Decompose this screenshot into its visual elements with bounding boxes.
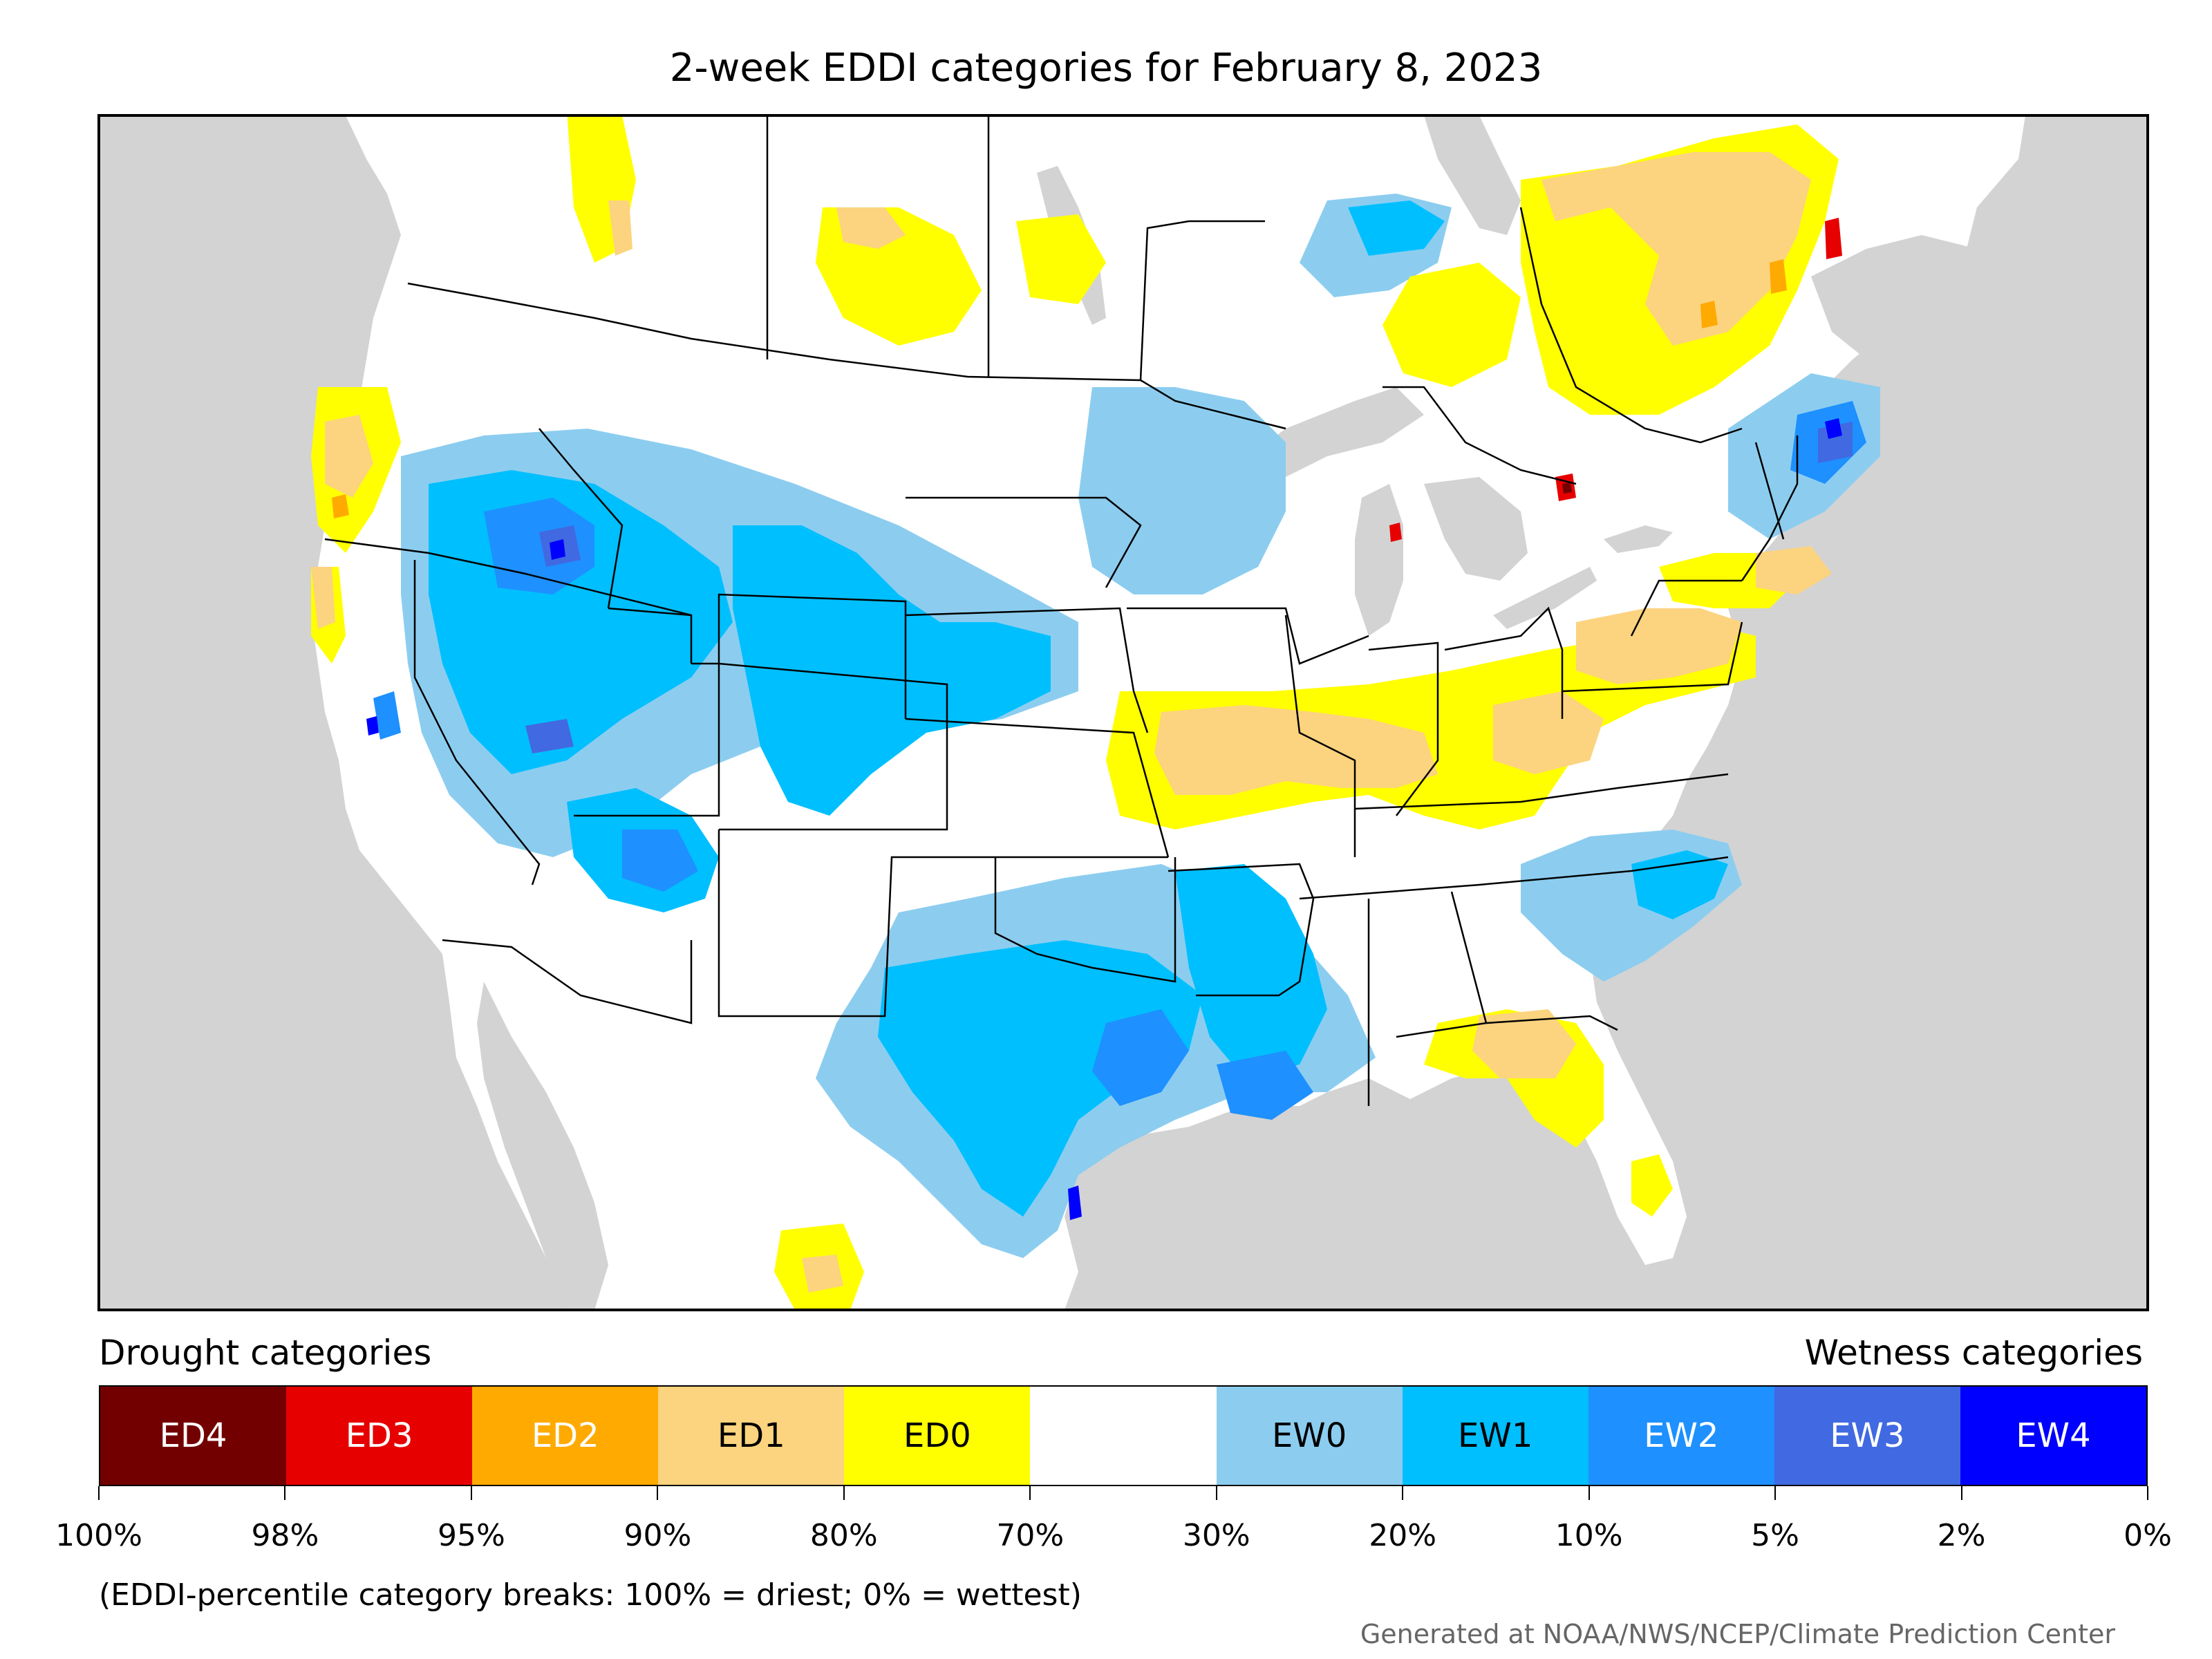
legend-tick bbox=[843, 1486, 845, 1500]
legend-break-label: 30% bbox=[1182, 1518, 1250, 1553]
lake-huron bbox=[1424, 477, 1528, 581]
ew2-patches bbox=[373, 401, 1866, 1120]
political-boundaries bbox=[324, 115, 1799, 1106]
legend-tick bbox=[2147, 1486, 2148, 1500]
category-legend: ED4 ED3 ED2 ED1 ED0 EW0 EW1 EW2 EW3 EW4 bbox=[99, 1385, 2148, 1486]
credit-line: Generated at NOAA/NWS/NCEP/Climate Predi… bbox=[1360, 1619, 2115, 1649]
legend-break-label: 20% bbox=[1369, 1518, 1437, 1553]
legend-break-label: 10% bbox=[1555, 1518, 1623, 1553]
lake-erie bbox=[1493, 567, 1597, 629]
legend-break-label: 90% bbox=[624, 1518, 692, 1553]
legend-tick bbox=[1774, 1486, 1777, 1500]
ed1-patches bbox=[311, 152, 1832, 1293]
legend-break-label: 2% bbox=[1937, 1518, 1986, 1553]
legend-swatch-ed4: ED4 bbox=[100, 1387, 287, 1485]
map-frame bbox=[97, 114, 2149, 1311]
legend-tick bbox=[1960, 1486, 1962, 1500]
legend-swatch-ed0: ED0 bbox=[844, 1387, 1031, 1485]
legend-tick bbox=[1029, 1486, 1031, 1500]
hudson-bay bbox=[1424, 115, 1521, 235]
legend-swatch-ew3: EW3 bbox=[1774, 1387, 1960, 1485]
ed2-patches bbox=[332, 259, 1787, 518]
legend-tick bbox=[284, 1486, 286, 1500]
legend-break-label: 80% bbox=[809, 1518, 878, 1553]
legend-swatch-ew0: EW0 bbox=[1216, 1387, 1403, 1485]
legend-swatch-ed3: ED3 bbox=[286, 1387, 473, 1485]
legend-break-label: 0% bbox=[2124, 1518, 2172, 1553]
drought-categories-label: Drought categories bbox=[99, 1333, 432, 1373]
legend-tick bbox=[1215, 1486, 1217, 1500]
legend-swatch-ed1: ED1 bbox=[658, 1387, 845, 1485]
legend-tick bbox=[1588, 1486, 1590, 1500]
category-footnote: (EDDI-percentile category breaks: 100% =… bbox=[99, 1577, 1082, 1613]
gulf-of-st-lawrence bbox=[1811, 235, 1991, 359]
legend-ticks bbox=[98, 1486, 2148, 1503]
wetness-categories-label: Wetness categories bbox=[1804, 1333, 2143, 1373]
lake-ontario bbox=[1604, 525, 1673, 553]
legend-tick bbox=[470, 1486, 472, 1500]
legend-swatch-ew2: EW2 bbox=[1588, 1387, 1774, 1485]
ew4-patches bbox=[366, 418, 1842, 1220]
ed4-patches bbox=[1562, 482, 1572, 494]
map-title: 2-week EDDI categories for February 8, 2… bbox=[669, 46, 1543, 91]
legend-break-label: 98% bbox=[251, 1518, 319, 1553]
legend-swatch-ew1: EW1 bbox=[1402, 1387, 1588, 1485]
gulf-of-california bbox=[477, 982, 608, 1310]
legend-break-label: 5% bbox=[1751, 1518, 1799, 1553]
legend-break-label: 100% bbox=[55, 1518, 142, 1553]
legend-tick bbox=[657, 1486, 659, 1500]
legend-break-label: 70% bbox=[996, 1518, 1065, 1553]
legend-swatch-normal bbox=[1030, 1387, 1217, 1485]
legend-break-label: 95% bbox=[438, 1518, 505, 1553]
legend-tick bbox=[1402, 1486, 1404, 1500]
legend-swatch-ew4: EW4 bbox=[1960, 1387, 2147, 1485]
lake-michigan bbox=[1355, 484, 1403, 636]
legend-tick bbox=[98, 1486, 100, 1500]
legend-swatch-ed2: ED2 bbox=[472, 1387, 659, 1485]
